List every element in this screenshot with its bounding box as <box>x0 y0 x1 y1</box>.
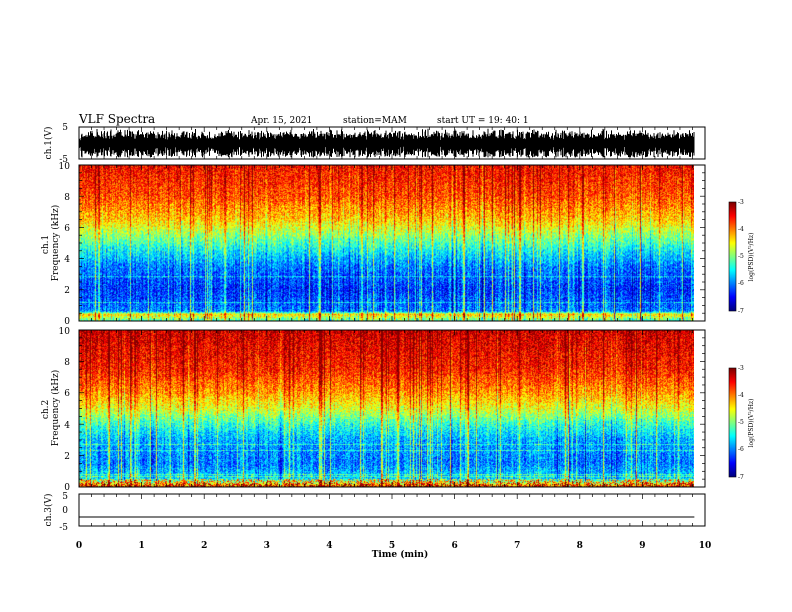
time-axis-tick-label: 3 <box>264 541 270 551</box>
time-axis-label: Time (min) <box>372 549 429 560</box>
spectrogram-ch2-ytick-4: 4 <box>64 421 70 431</box>
spectrogram-ch2-ytick-6: 6 <box>64 389 70 399</box>
spectrogram-ch2-ytick-0: 0 <box>64 483 70 493</box>
colorbar-ch2-tick-m3: -3 <box>738 365 744 372</box>
colorbar-ch2: -3 -4 -5 -6 -7 log(PSD)(V²/Hz) <box>728 365 755 481</box>
spectrogram-ch1-image <box>79 165 694 321</box>
time-axis-tick-label: 10 <box>699 541 712 551</box>
start-time-label: start UT = 19: 40: 1 <box>437 116 529 126</box>
time-axis-tick-label: 7 <box>514 541 520 551</box>
waveform-ch1-panel: 5 -5 ch.1(V) <box>43 123 706 165</box>
waveform-ch3-ytick-bottom: -5 <box>59 523 68 533</box>
time-axis-tick-label: 9 <box>639 541 645 551</box>
colorbar-ch2-tick-m7: -7 <box>738 474 744 481</box>
colorbar-ch1-frame <box>728 201 737 312</box>
spectrogram-ch1-ytick-10: 10 <box>59 162 71 172</box>
colorbar-ch1: -3 -4 -5 -6 -7 log(PSD)(V²/Hz) <box>728 199 755 315</box>
colorbar-ch1-tick-m5: -5 <box>738 253 744 260</box>
colorbar-ch2-tick-m6: -6 <box>738 446 744 453</box>
colorbar-ch1-tick-m4: -4 <box>738 226 744 233</box>
date-label: Apr. 15, 2021 <box>250 116 312 126</box>
colorbar-ch1-tick-m7: -7 <box>738 308 744 315</box>
time-axis-tick-label: 0 <box>76 541 82 551</box>
spectrogram-ch1-ytick-4: 4 <box>64 255 70 265</box>
time-axis-tick-label: 4 <box>326 541 332 551</box>
time-axis-tick-label: 1 <box>138 541 144 551</box>
spectrogram-ch2-ylabel-line2: Frequency (kHz) <box>50 370 61 447</box>
spectrogram-ch2-ytick-8: 8 <box>64 358 70 368</box>
spectrogram-ch1-ylabel: ch.1 Frequency (kHz) <box>41 205 61 282</box>
waveform-ch3-panel: 5 0 -5 ch.3(V) <box>43 492 706 533</box>
waveform-ch1-ytick-bottom: -5 <box>59 155 68 165</box>
figure-title: VLF Spectra <box>78 112 155 126</box>
colorbar-ch2-tick-m5: -5 <box>738 419 744 426</box>
spectrogram-ch2-panel: 0 2 4 6 8 10 ch.2 Frequency (kHz) <box>41 327 706 493</box>
spectrogram-ch2-ytick-2: 2 <box>64 452 70 462</box>
waveform-ch1-ticks <box>78 127 706 159</box>
time-axis: 0 1 2 3 4 5 6 7 8 9 10 <box>76 541 711 551</box>
waveform-ch1-ytick-top: 5 <box>62 123 68 133</box>
spectrogram-ch1-ylabel-line1: ch.1 <box>41 235 51 254</box>
time-axis-tick-label: 5 <box>389 541 395 551</box>
header: VLF Spectra Apr. 15, 2021 station=MAM st… <box>78 112 529 126</box>
colorbar-ch1-gradient <box>729 202 736 311</box>
time-axis-tick-label: 6 <box>451 541 457 551</box>
colorbar-ch1-tick-m6: -6 <box>738 280 744 287</box>
spectrogram-ch2-ytick-10: 10 <box>59 327 71 337</box>
colorbar-ch1-tick-m3: -3 <box>738 199 744 206</box>
waveform-ch3-ticks <box>78 494 706 526</box>
station-label: station=MAM <box>343 116 407 126</box>
waveform-ch1-trace <box>78 128 695 158</box>
colorbar-ch2-frame <box>728 367 737 478</box>
time-axis-tick-label: 2 <box>201 541 207 551</box>
colorbar-ch2-gradient <box>729 368 736 477</box>
colorbar-ch1-label: log(PSD)(V²/Hz) <box>748 233 755 282</box>
waveform-ch3-ylabel: ch.3(V) <box>43 494 54 527</box>
spectrogram-ch1-ticks <box>78 164 706 322</box>
spectrogram-ch1-ylabel-line2: Frequency (kHz) <box>50 205 61 282</box>
spectrogram-ch2-ylabel: ch.2 Frequency (kHz) <box>41 370 61 447</box>
spectrogram-ch2-ylabel-line1: ch.2 <box>41 400 51 419</box>
colorbar-ch2-label: log(PSD)(V²/Hz) <box>748 399 755 448</box>
spectrogram-ch1-panel: 0 2 4 6 8 10 ch.1 Frequency (kHz) <box>41 162 706 327</box>
spectrogram-ch1-ytick-0: 0 <box>64 317 70 327</box>
spectrogram-ch1-ytick-8: 8 <box>64 193 70 203</box>
spectrogram-ch1-ytick-6: 6 <box>64 224 70 234</box>
waveform-ch3-ytick-mid: 0 <box>62 506 68 516</box>
waveform-ch3-ytick-top: 5 <box>62 492 68 502</box>
waveform-ch1-ylabel: ch.1(V) <box>43 127 54 160</box>
time-axis-tick-label: 8 <box>577 541 583 551</box>
spectrogram-ch2-ticks <box>78 329 706 488</box>
colorbar-ch2-tick-m4: -4 <box>738 392 744 399</box>
spectrogram-ch1-ytick-2: 2 <box>64 286 70 296</box>
spectrogram-ch2-image <box>79 330 694 487</box>
